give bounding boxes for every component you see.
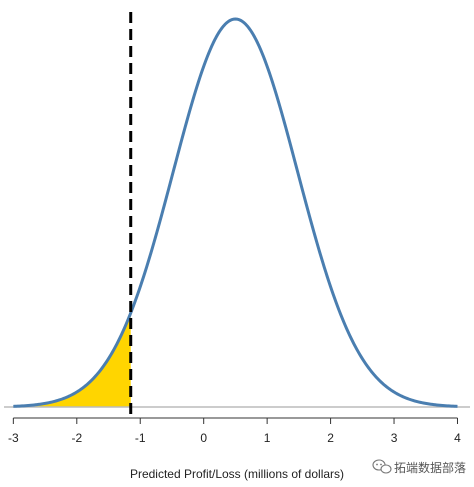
x-tick-label: 0: [200, 431, 207, 445]
x-axis: -3 -2 -1 0 1 2 3 4: [8, 417, 461, 445]
curve-layer: [13, 17, 458, 408]
x-tick-label: -1: [135, 431, 146, 445]
watermark-text: 拓端数据部落: [394, 460, 466, 475]
density-curve: [13, 17, 458, 408]
watermark: 拓端数据部落: [372, 459, 466, 475]
x-tick-label: 1: [264, 431, 271, 445]
x-tick-label: 4: [454, 431, 461, 445]
x-tick-label: -2: [71, 431, 82, 445]
shaded-tail-area: [13, 312, 131, 407]
shaded-area-layer: [13, 312, 131, 407]
x-axis-label: Predicted Profit/Loss (millions of dolla…: [130, 467, 344, 481]
x-tick-label: 3: [391, 431, 398, 445]
x-tick-label: -3: [8, 431, 19, 445]
chat-bubble-icon: [372, 459, 392, 474]
x-tick-label: 2: [327, 431, 334, 445]
